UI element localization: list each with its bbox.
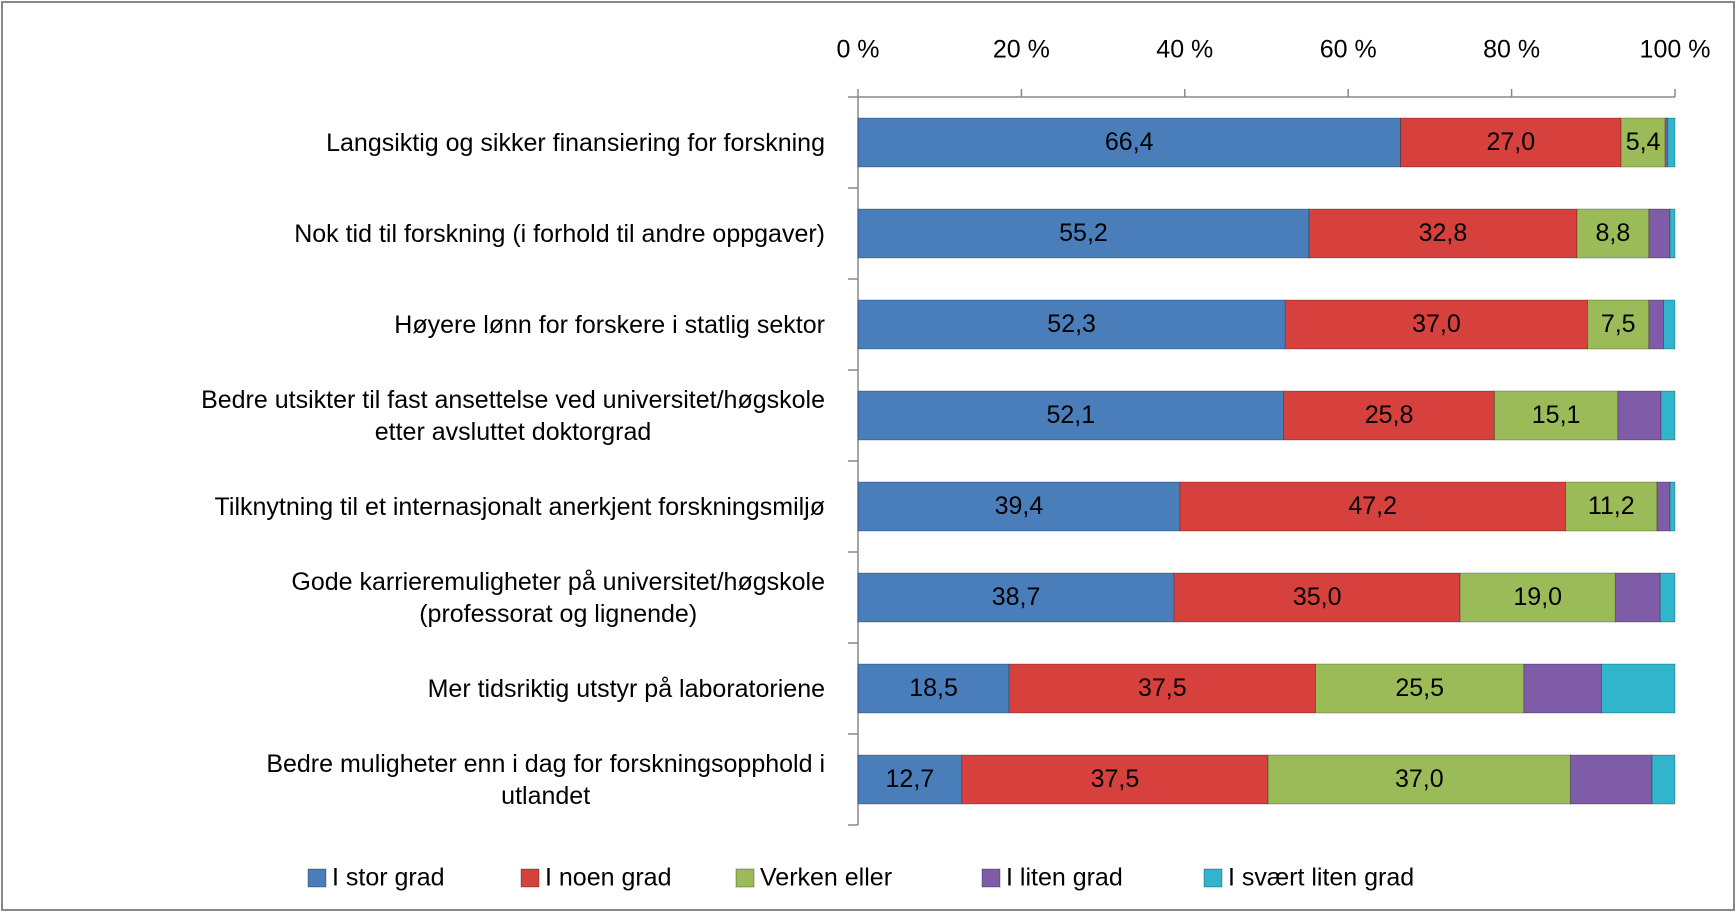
data-label: 18,5 bbox=[909, 674, 958, 702]
bar-segment bbox=[857, 481, 1181, 532]
data-label: 37,0 bbox=[1395, 765, 1444, 793]
bar-segment bbox=[857, 390, 1285, 441]
bar-segment bbox=[1565, 481, 1658, 532]
data-label: 19,0 bbox=[1513, 583, 1562, 611]
legend-swatch bbox=[1203, 868, 1223, 888]
data-label: 12,7 bbox=[886, 765, 935, 793]
bar-segment bbox=[1284, 299, 1589, 350]
data-label: 38,7 bbox=[992, 583, 1041, 611]
bar-segment bbox=[1267, 754, 1571, 805]
legend-swatch bbox=[307, 868, 327, 888]
category-label: Bedre muligheter enn i dag for forskning… bbox=[266, 749, 825, 810]
bar-segment bbox=[857, 117, 1401, 168]
bar-segment bbox=[1493, 390, 1619, 441]
bar-segment bbox=[1179, 481, 1567, 532]
legend-label: I stor grad bbox=[332, 864, 445, 892]
data-label: 8,8 bbox=[1596, 219, 1631, 247]
bar-segment bbox=[1651, 754, 1676, 805]
bar-segment bbox=[1576, 208, 1650, 259]
data-label: 11,2 bbox=[1588, 492, 1635, 520]
bar-segment bbox=[1283, 390, 1495, 441]
bar-segment bbox=[1459, 572, 1616, 623]
category-label: Bedre utsikter til fast ansettelse ved u… bbox=[201, 385, 825, 446]
data-label: 25,5 bbox=[1395, 674, 1444, 702]
data-label: 35,0 bbox=[1293, 583, 1342, 611]
data-label: 5,4 bbox=[1626, 128, 1661, 156]
x-tick-label: 80 % bbox=[1483, 36, 1540, 64]
bar-segment bbox=[1569, 754, 1653, 805]
legend-swatch bbox=[520, 868, 540, 888]
bar-segment bbox=[1315, 663, 1525, 714]
x-tick-label: 0 % bbox=[836, 36, 879, 64]
data-label: 52,3 bbox=[1047, 310, 1096, 338]
x-tick-label: 100 % bbox=[1640, 36, 1711, 64]
bar-segment bbox=[1617, 390, 1662, 441]
data-label: 47,2 bbox=[1348, 492, 1397, 520]
category-label: Mer tidsriktig utstyr på laboratoriene bbox=[427, 674, 825, 703]
bar-segment bbox=[1667, 117, 1676, 168]
category-label: Tilknytning til et internasjonalt anerkj… bbox=[214, 492, 825, 521]
x-tick-label: 20 % bbox=[993, 36, 1050, 64]
bar-segment bbox=[1669, 481, 1676, 532]
legend-swatch bbox=[981, 868, 1001, 888]
bar-segment bbox=[1600, 663, 1676, 714]
bar-segment bbox=[1669, 208, 1676, 259]
x-tick-label: 40 % bbox=[1156, 36, 1213, 64]
bar-segment bbox=[1659, 572, 1676, 623]
bar-segment bbox=[1648, 299, 1665, 350]
legend-label: I liten grad bbox=[1006, 864, 1123, 892]
category-label: Gode karrieremuligheter på universitet/h… bbox=[291, 567, 825, 628]
data-label: 25,8 bbox=[1365, 401, 1414, 429]
bar-segment bbox=[1308, 208, 1578, 259]
legend-label: I svært liten grad bbox=[1228, 864, 1414, 892]
data-label: 52,1 bbox=[1046, 401, 1095, 429]
category-label: Langsiktig og sikker finansiering for fo… bbox=[326, 128, 825, 157]
bar-segment bbox=[1614, 572, 1661, 623]
bar-segment bbox=[961, 754, 1269, 805]
legend-swatch bbox=[735, 868, 755, 888]
bar-segment bbox=[1399, 117, 1622, 168]
data-label: 37,5 bbox=[1138, 674, 1187, 702]
data-label: 37,0 bbox=[1412, 310, 1461, 338]
data-label: 37,5 bbox=[1091, 765, 1140, 793]
bar-segment bbox=[1173, 572, 1461, 623]
bar-segment bbox=[857, 754, 963, 805]
data-label: 32,8 bbox=[1419, 219, 1468, 247]
category-label: Høyere lønn for forskere i statlig sekto… bbox=[394, 310, 825, 339]
data-label: 55,2 bbox=[1059, 219, 1108, 247]
legend-label: I noen grad bbox=[545, 864, 672, 892]
bar-segment bbox=[1660, 390, 1676, 441]
x-tick-label: 60 % bbox=[1320, 36, 1377, 64]
data-label: 39,4 bbox=[995, 492, 1044, 520]
data-label: 7,5 bbox=[1601, 310, 1636, 338]
legend-label: Verken eller bbox=[760, 864, 892, 892]
bar-segment bbox=[1523, 663, 1602, 714]
bar-segment bbox=[1663, 299, 1676, 350]
data-label: 66,4 bbox=[1105, 128, 1154, 156]
data-label: 27,0 bbox=[1486, 128, 1535, 156]
bar-segment bbox=[1648, 208, 1671, 259]
data-label: 15,1 bbox=[1532, 401, 1581, 429]
bar-segment bbox=[1656, 481, 1671, 532]
category-label: Nok tid til forskning (i forhold til and… bbox=[294, 219, 825, 248]
bar-segment bbox=[857, 663, 1010, 714]
